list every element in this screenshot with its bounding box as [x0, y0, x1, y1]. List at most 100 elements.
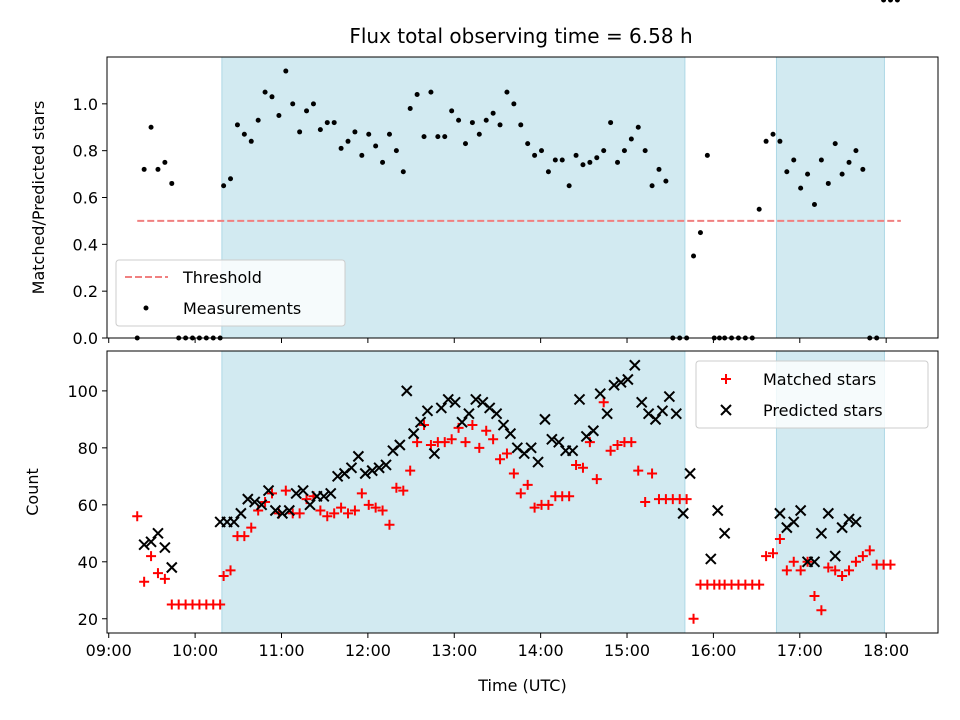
matched-star-point	[754, 579, 765, 590]
x-tick-label: 17:00	[777, 641, 823, 660]
predicted-star-point	[242, 493, 254, 505]
measurement-point	[846, 159, 852, 165]
panel-ratio: 0.0 0.2 0.4 0.6 0.8 1.0 Matched/Predicted sta…	[29, 0, 939, 348]
predicted-star-point	[553, 436, 565, 448]
measurement-point	[241, 131, 247, 137]
measurement-point	[518, 122, 524, 128]
measurement-point	[832, 141, 838, 147]
predicted-star-point	[318, 490, 330, 502]
matched-star-point	[146, 551, 157, 562]
measurement-point	[393, 148, 399, 154]
predicted-star-point	[235, 507, 247, 520]
measurement-point	[663, 178, 669, 184]
predicted-star-point	[255, 499, 268, 511]
matched-star-point	[857, 551, 868, 562]
measurement-point	[255, 117, 261, 123]
predicted-star-point	[249, 496, 261, 508]
matched-star-point	[391, 482, 402, 493]
predicted-star-point	[283, 504, 295, 517]
measurement-point	[317, 127, 323, 133]
measurement-point	[525, 141, 531, 147]
matched-star-point	[322, 511, 333, 522]
x-tick-label: 13:00	[431, 641, 477, 660]
matched-star-point	[688, 613, 699, 624]
matched-star-point	[850, 556, 861, 567]
measurement-point	[777, 138, 783, 144]
matched-star-point	[612, 440, 623, 450]
matched-star-point	[398, 485, 409, 496]
legend-box	[115, 259, 346, 327]
plus-marker-icon	[721, 374, 731, 384]
predicted-star-point	[663, 390, 676, 403]
predicted-star-point	[421, 405, 434, 417]
matched-star-point	[529, 502, 540, 513]
legend-predicted-label: Predicted stars	[763, 401, 883, 420]
predicted-star-point	[359, 467, 371, 480]
measurement-point	[580, 162, 586, 168]
predicted-star-point	[228, 516, 240, 528]
measurement-point	[552, 157, 558, 163]
predicted-star-point	[159, 541, 171, 554]
measurement-point	[169, 180, 175, 186]
matched-star-point	[377, 505, 388, 516]
measurement-point	[386, 131, 392, 137]
matched-star-point	[809, 590, 820, 601]
predicted-star-point	[504, 427, 517, 440]
measurement-point	[798, 185, 804, 191]
measurement-point	[248, 138, 254, 144]
predicted-star-point	[670, 407, 682, 420]
predicted-star-point	[622, 373, 634, 386]
measurement-point	[345, 138, 351, 144]
measurement-point	[428, 89, 434, 95]
x-tick-label: 09:00	[86, 641, 132, 660]
measurement-point	[456, 117, 462, 123]
observing-window	[775, 56, 885, 339]
matched-star-point	[280, 485, 291, 496]
measurement-point	[573, 152, 579, 158]
measurement-point	[756, 206, 762, 212]
matched-star-point	[768, 548, 779, 559]
axes-frame	[106, 56, 939, 339]
matched-star-point	[329, 508, 340, 519]
y-tick-label: 1.0	[73, 95, 98, 114]
matched-star-point	[515, 488, 526, 499]
predicted-star-point	[380, 459, 392, 471]
matched-star-point	[225, 565, 236, 576]
predicted-star-point	[843, 513, 855, 525]
y-tick-label: 0.2	[73, 282, 98, 301]
measurement-point	[380, 159, 386, 165]
measurement-point	[805, 171, 811, 177]
matched-star-point	[816, 605, 827, 616]
predicted-star-point	[636, 396, 648, 408]
matched-star-point	[543, 499, 554, 510]
matched-star-point	[640, 496, 651, 507]
predicted-star-point	[414, 416, 427, 428]
predicted-star-point	[684, 467, 696, 480]
predicted-star-point	[850, 516, 862, 528]
observing-window	[221, 350, 686, 634]
matched-star-point	[215, 599, 226, 610]
predicted-star-point	[656, 405, 669, 417]
measurement-point	[442, 134, 448, 140]
matched-star-point	[488, 434, 499, 445]
predicted-star-point	[649, 413, 662, 426]
matched-star-point	[823, 562, 834, 573]
x-axis-ticks	[108, 338, 887, 343]
matched-star-point	[598, 397, 609, 408]
x-tick-label: 12:00	[345, 641, 391, 660]
predicted-star-point	[152, 527, 164, 540]
legend: Threshold Measurements	[115, 259, 346, 327]
y-axis-label: Matched/Predicted stars	[29, 101, 48, 295]
measurement-point	[818, 157, 824, 163]
predicted-star-point	[394, 439, 406, 451]
measurement-point	[559, 157, 565, 163]
predicted-star-point	[594, 388, 606, 400]
measurement-point	[331, 120, 337, 126]
predicted-star-point	[615, 376, 627, 389]
x-axis-ticks: 09:00 10:00 11:00 12:00 13:00 14:00 15:00 16:00…	[86, 633, 909, 660]
legend-matched-label: Matched stars	[763, 370, 876, 389]
legend-matched-swatch	[721, 374, 731, 384]
predicted-star-point	[525, 442, 537, 454]
predicted-star-point	[573, 393, 586, 406]
predicted-star-point	[331, 470, 344, 483]
